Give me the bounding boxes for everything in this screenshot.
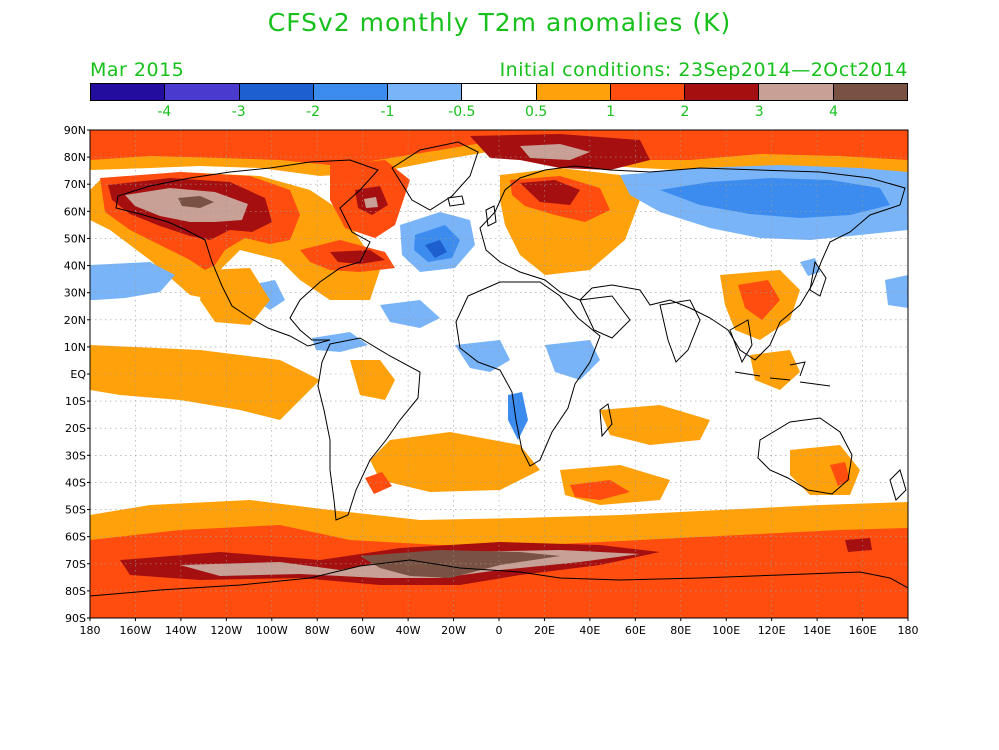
lat-tick-label: 10N bbox=[64, 341, 86, 354]
antarctic-darkred-small bbox=[845, 538, 872, 552]
africa-cold bbox=[455, 340, 510, 372]
south-atlantic-red bbox=[365, 472, 392, 494]
lon-tick-label: 180 bbox=[898, 624, 919, 637]
colorbar-tick-label: -0.5 bbox=[448, 104, 476, 120]
tropical-atl-cold bbox=[380, 300, 440, 328]
atlantic-cold-dark bbox=[425, 240, 447, 258]
colorbar bbox=[90, 83, 908, 101]
lat-tick-label: 60N bbox=[64, 205, 86, 218]
siberia-cold-mid bbox=[660, 178, 890, 218]
lon-tick-label: 140E bbox=[803, 624, 831, 637]
colorbar-swatch bbox=[91, 84, 166, 100]
colorbar-labels: -4 -3 -2 -1 -0.5 0.5 1 2 3 4 bbox=[90, 104, 908, 122]
lat-tick-label: 30S bbox=[65, 449, 86, 462]
colorbar-tick-label: -4 bbox=[157, 104, 172, 120]
se-atlantic-cold bbox=[508, 392, 528, 440]
lon-tick-label: 60W bbox=[350, 624, 375, 637]
colorbar-tick-label: 2 bbox=[680, 104, 690, 120]
colorbar-swatch bbox=[833, 84, 907, 100]
lat-tick-label: 80N bbox=[64, 151, 86, 164]
east-pacific-warm bbox=[90, 345, 320, 420]
colorbar-swatch bbox=[685, 84, 760, 100]
lat-tick-label: 40S bbox=[65, 476, 86, 489]
south-atlantic-warm bbox=[370, 432, 540, 492]
lon-tick-label: 120E bbox=[758, 624, 786, 637]
labrador-pink bbox=[364, 197, 378, 208]
colorbar-swatch bbox=[759, 84, 834, 100]
lon-tick-label: 160E bbox=[849, 624, 877, 637]
map-grid bbox=[90, 130, 908, 618]
australia-red bbox=[830, 462, 850, 486]
map-title: CFSv2 monthly T2m anomalies (K) bbox=[267, 8, 732, 37]
lon-tick-label: 140W bbox=[165, 624, 197, 637]
lat-tick-label: 50N bbox=[64, 232, 86, 245]
lat-tick-label: 60S bbox=[65, 531, 86, 544]
latitude-axis: 90N 80N 70N 60N 50N 40N 30N 20N 10N EQ 10S 20S 30S 40… bbox=[64, 124, 90, 625]
lon-tick-label: 180 bbox=[80, 624, 101, 637]
lon-tick-label: 100E bbox=[712, 624, 740, 637]
lat-tick-label: 10S bbox=[65, 395, 86, 408]
arctic-red-band bbox=[90, 130, 908, 166]
asia-warm-red bbox=[738, 280, 780, 320]
longitude-axis: 180 160W 140W 120W 100W 80W 60W 40W 20W 0 20E 40E 60… bbox=[80, 618, 919, 637]
lat-tick-label: 90S bbox=[65, 612, 86, 625]
colorbar-tick-label: -3 bbox=[231, 104, 246, 120]
colorbar-swatch bbox=[239, 84, 314, 100]
colorbar-swatch bbox=[610, 84, 686, 100]
lon-tick-label: 60E bbox=[625, 624, 646, 637]
lat-tick-label: 70N bbox=[64, 178, 86, 191]
s-indian-red bbox=[570, 480, 630, 500]
arctic-pink bbox=[520, 144, 590, 160]
s-america-warm bbox=[350, 360, 395, 400]
na-warm-brown bbox=[178, 196, 214, 208]
colorbar-swatch bbox=[313, 84, 389, 100]
east-africa-cold bbox=[545, 340, 600, 380]
lat-tick-label: 30N bbox=[64, 287, 86, 300]
n-pacific-cold bbox=[90, 262, 175, 300]
lon-tick-label: 20W bbox=[441, 624, 466, 637]
colorbar-swatch bbox=[388, 84, 463, 100]
coastlines bbox=[90, 141, 908, 597]
lon-tick-label: 20E bbox=[534, 624, 555, 637]
lat-tick-label: 40N bbox=[64, 260, 86, 273]
colorbar-swatch bbox=[536, 84, 611, 100]
lon-tick-label: 40W bbox=[396, 624, 421, 637]
colorbar-swatch bbox=[165, 84, 240, 100]
colorbar-tick-label: -1 bbox=[380, 104, 395, 120]
lon-tick-label: 40E bbox=[579, 624, 600, 637]
ne-us-darkred bbox=[330, 250, 385, 264]
colorbar-swatch bbox=[462, 84, 537, 100]
europe-warm-darkred bbox=[520, 180, 580, 205]
lon-tick-label: 120W bbox=[210, 624, 242, 637]
lat-tick-label: 50S bbox=[65, 504, 86, 517]
colorbar-tick-label: -2 bbox=[306, 104, 321, 120]
colorbar-tick-label: 0.5 bbox=[525, 104, 548, 120]
colorbar-tick-label: 3 bbox=[754, 104, 764, 120]
lat-tick-label: 80S bbox=[65, 585, 86, 598]
mexico-warm bbox=[200, 268, 270, 325]
initial-conditions-label: Initial conditions: 23Sep2014—2Oct2014 bbox=[499, 59, 908, 81]
colorbar-tick-label: 4 bbox=[829, 104, 839, 120]
lon-tick-label: 160W bbox=[120, 624, 152, 637]
lon-tick-label: 0 bbox=[496, 624, 503, 637]
valid-month-label: Mar 2015 bbox=[90, 59, 185, 81]
lat-tick-label: 70S bbox=[65, 558, 86, 571]
lat-tick-label: 90N bbox=[64, 124, 86, 137]
colorbar-tick-label: 1 bbox=[606, 104, 615, 120]
indian-ocean-warm bbox=[600, 405, 710, 445]
ne-pacific-cold-small bbox=[885, 275, 908, 308]
lat-tick-label: 20S bbox=[65, 422, 86, 435]
lat-tick-label: 20N bbox=[64, 314, 86, 327]
lon-tick-label: 100W bbox=[256, 624, 288, 637]
lat-tick-label: EQ bbox=[70, 368, 86, 381]
lon-tick-label: 80E bbox=[670, 624, 691, 637]
lon-tick-label: 80W bbox=[305, 624, 330, 637]
